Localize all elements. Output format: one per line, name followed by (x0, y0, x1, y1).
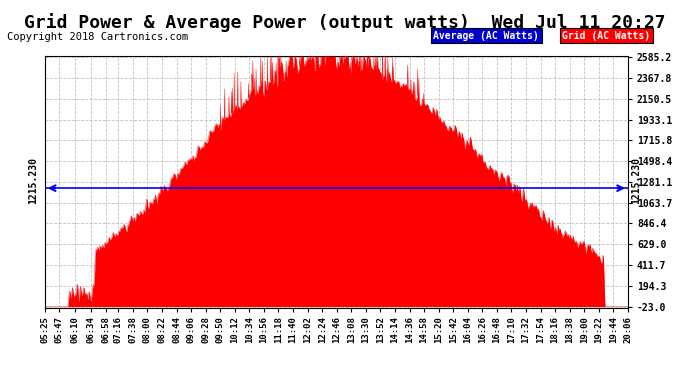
Text: Grid Power & Average Power (output watts)  Wed Jul 11 20:27: Grid Power & Average Power (output watts… (24, 13, 666, 32)
Text: Average (AC Watts): Average (AC Watts) (433, 31, 539, 41)
Text: 1215.230: 1215.230 (28, 156, 38, 204)
Text: 1215.230: 1215.230 (631, 156, 641, 204)
Text: Copyright 2018 Cartronics.com: Copyright 2018 Cartronics.com (7, 32, 188, 42)
Text: Grid (AC Watts): Grid (AC Watts) (562, 31, 651, 41)
